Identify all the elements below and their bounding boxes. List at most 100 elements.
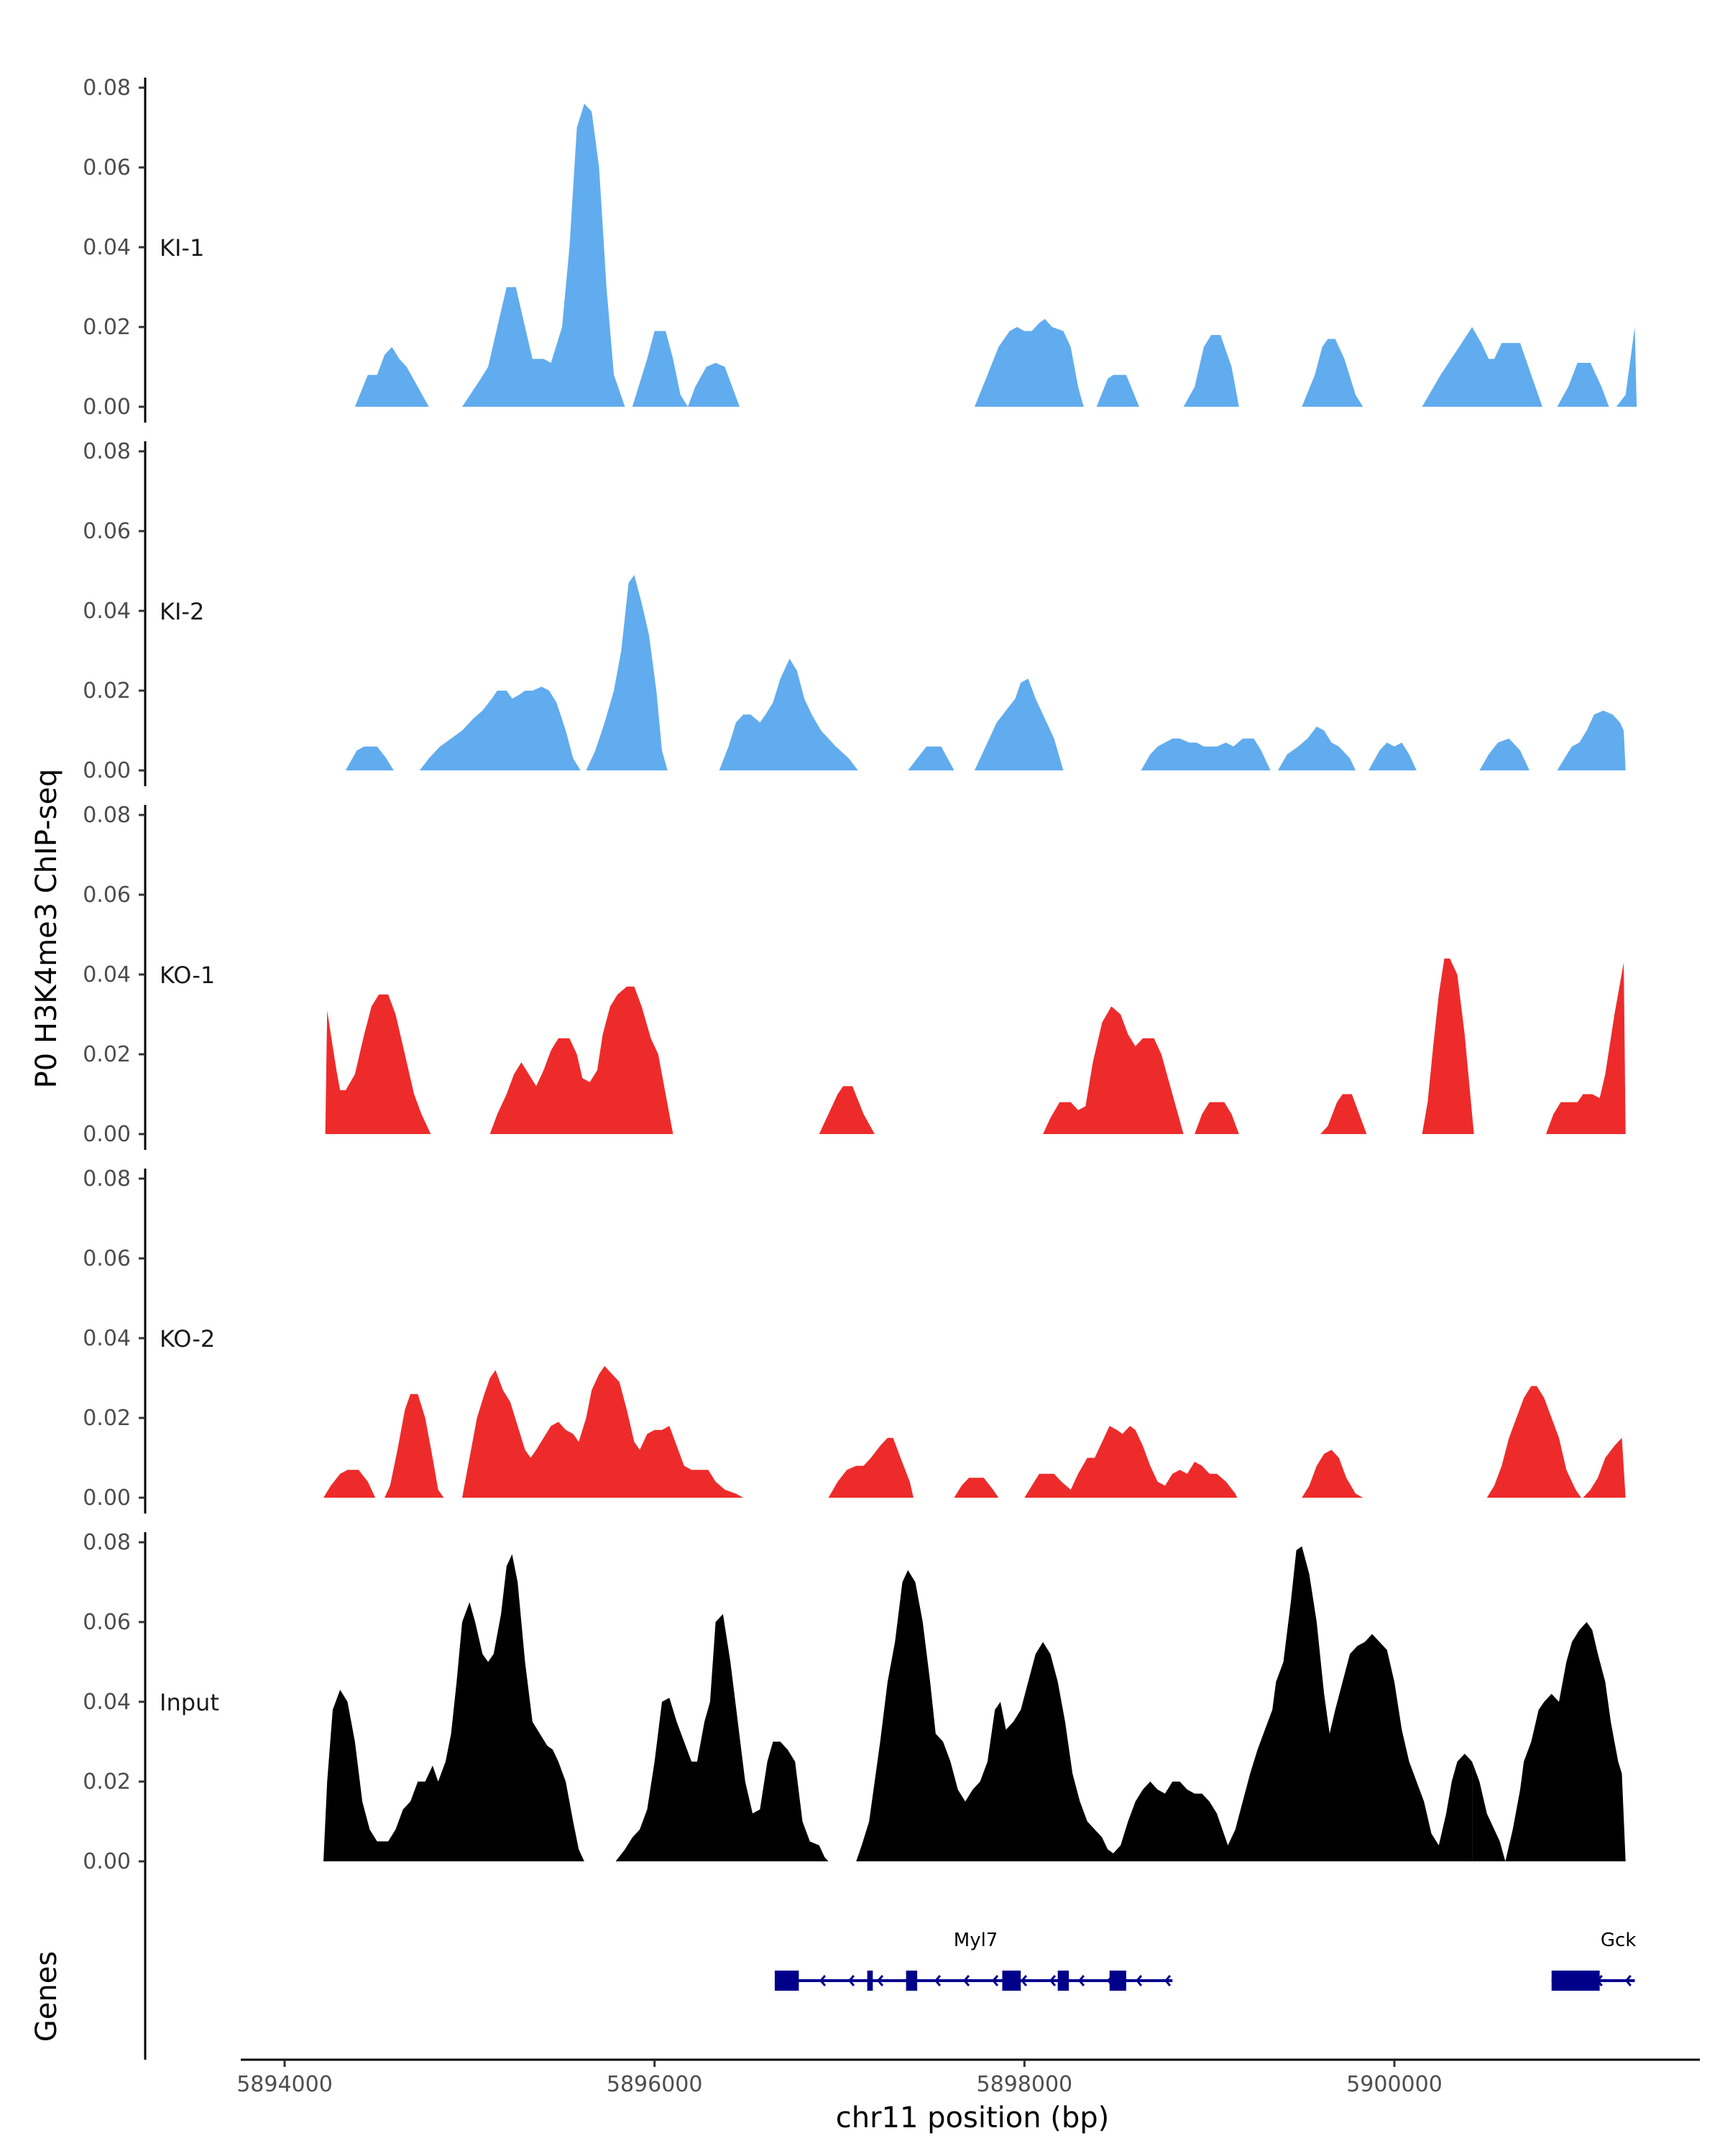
y-tick-label: 0.00 bbox=[83, 758, 131, 783]
signal-area bbox=[1422, 958, 1474, 1134]
track-ko-1: 0.00 0.02 0.04 0.06 0.08 KO-1 bbox=[83, 803, 1626, 1150]
strand-arrow bbox=[1020, 1975, 1028, 1986]
y-tick-label: 0.02 bbox=[83, 1042, 131, 1067]
x-tick-label: 5894000 bbox=[236, 2072, 333, 2097]
strand-arrow bbox=[847, 1975, 855, 1986]
genes-panel: Myl7 Gck bbox=[144, 1877, 1636, 2060]
strand-arrow bbox=[934, 1975, 942, 1986]
signal-area bbox=[828, 1437, 914, 1498]
strand-arrow bbox=[1164, 1975, 1172, 1986]
signal-area bbox=[1616, 327, 1637, 407]
y-tick-label: 0.00 bbox=[83, 1849, 131, 1874]
strand-arrow bbox=[962, 1975, 970, 1986]
track-label: KI-2 bbox=[160, 598, 204, 625]
y-tick-label: 0.00 bbox=[83, 1122, 131, 1147]
signal-area bbox=[719, 658, 858, 770]
gene-exon bbox=[1551, 1971, 1600, 1991]
signal-area bbox=[974, 318, 1084, 407]
y-tick-label: 0.04 bbox=[83, 599, 131, 624]
signal-area bbox=[419, 686, 581, 770]
x-axis: 5894000 5896000 5898000 5900000 bbox=[236, 2058, 1700, 2097]
signal-area bbox=[1302, 1450, 1363, 1498]
signal-area bbox=[1302, 338, 1363, 407]
signal-area bbox=[1096, 374, 1139, 407]
signal-area bbox=[385, 1393, 444, 1498]
signal-area bbox=[1479, 738, 1530, 770]
y-tick-label: 0.06 bbox=[83, 155, 131, 180]
y-tick-label: 0.06 bbox=[83, 519, 131, 544]
strand-arrow bbox=[1077, 1975, 1085, 1986]
track-input: 0.00 0.02 0.04 0.06 0.08 Input bbox=[83, 1530, 1626, 1877]
y-tick-label: 0.08 bbox=[83, 803, 131, 828]
signal-area bbox=[462, 103, 625, 407]
track-label: Input bbox=[160, 1689, 219, 1716]
x-tick-label: 5896000 bbox=[607, 2072, 703, 2097]
strand-arrow bbox=[991, 1975, 999, 1986]
signal-area bbox=[1583, 1437, 1626, 1498]
strand-arrow bbox=[1135, 1975, 1143, 1986]
signal-area bbox=[354, 346, 429, 407]
signal-area bbox=[1141, 738, 1271, 770]
strand-arrow bbox=[1624, 1975, 1632, 1986]
signal-area bbox=[632, 331, 740, 407]
gene-gck: Gck bbox=[1551, 1930, 1636, 1991]
gene-exon bbox=[1002, 1971, 1021, 1991]
signal-area bbox=[1557, 362, 1609, 407]
signal-area bbox=[856, 1546, 1473, 1861]
y-tick-label: 0.02 bbox=[83, 1406, 131, 1431]
gene-exon bbox=[774, 1971, 799, 1991]
y-tick-label: 0.08 bbox=[83, 439, 131, 464]
y-tick-label: 0.08 bbox=[83, 75, 131, 101]
gene-exon bbox=[1057, 1971, 1070, 1991]
track-ko-2: 0.00 0.02 0.04 0.06 0.08 KO-2 bbox=[83, 1166, 1626, 1514]
signal-area bbox=[1183, 335, 1239, 407]
y-tick-label: 0.00 bbox=[83, 1485, 131, 1511]
gene-name-label: Myl7 bbox=[954, 1930, 998, 1951]
track-label: KO-2 bbox=[160, 1325, 215, 1353]
strand-arrow bbox=[876, 1975, 884, 1986]
y-tick-label: 0.02 bbox=[83, 1769, 131, 1795]
gene-exon bbox=[906, 1971, 918, 1991]
track-label: KI-1 bbox=[160, 234, 204, 262]
signal-area bbox=[974, 678, 1064, 770]
signal-area bbox=[908, 746, 954, 770]
signal-area bbox=[954, 1478, 999, 1498]
y-tick-label: 0.06 bbox=[83, 1246, 131, 1271]
y-tick-label: 0.06 bbox=[83, 883, 131, 908]
signal-area bbox=[345, 746, 394, 770]
signal-area bbox=[1277, 727, 1356, 770]
strand-arrow bbox=[819, 1975, 827, 1986]
y-tick-label: 0.02 bbox=[83, 678, 131, 704]
signal-tracks: 0.00 0.02 0.04 0.06 0.08 KI-1 0.00 0.02 0.04 0.06… bbox=[83, 75, 1637, 1877]
y-tick-label: 0.04 bbox=[83, 1326, 131, 1351]
track-label: KO-1 bbox=[160, 962, 215, 989]
track-ki-1: 0.00 0.02 0.04 0.06 0.08 KI-1 bbox=[83, 75, 1637, 423]
signal-area bbox=[1472, 1761, 1506, 1861]
track-ki-2: 0.00 0.02 0.04 0.06 0.08 KI-2 bbox=[83, 439, 1626, 786]
x-axis-title: chr11 position (bp) bbox=[836, 2101, 1110, 2134]
signal-area bbox=[323, 1470, 376, 1498]
signal-area bbox=[323, 1554, 584, 1861]
signal-area bbox=[1486, 1386, 1581, 1498]
gene-exon bbox=[1109, 1971, 1126, 1991]
y-tick-label: 0.06 bbox=[83, 1610, 131, 1635]
signal-area bbox=[489, 986, 673, 1134]
signal-area bbox=[615, 1613, 829, 1861]
y-tick-label: 0.00 bbox=[83, 395, 131, 420]
signal-area bbox=[1320, 1094, 1367, 1134]
genes-axis-title: Genes bbox=[30, 1951, 63, 2042]
signal-area bbox=[1024, 1426, 1238, 1498]
y-tick-label: 0.02 bbox=[83, 315, 131, 340]
signal-area bbox=[462, 1365, 744, 1498]
signal-area bbox=[1195, 1102, 1239, 1134]
x-tick-label: 5900000 bbox=[1346, 2072, 1443, 2097]
y-tick-label: 0.08 bbox=[83, 1530, 131, 1555]
strand-arrow bbox=[1049, 1975, 1057, 1986]
signal-area bbox=[1557, 710, 1626, 770]
gene-myl7: Myl7 bbox=[774, 1930, 1173, 1991]
y-tick-label: 0.08 bbox=[83, 1166, 131, 1192]
signal-area bbox=[1043, 1006, 1184, 1134]
signal-area bbox=[586, 575, 668, 770]
y-tick-label: 0.04 bbox=[83, 962, 131, 987]
gene-exon bbox=[867, 1971, 873, 1991]
